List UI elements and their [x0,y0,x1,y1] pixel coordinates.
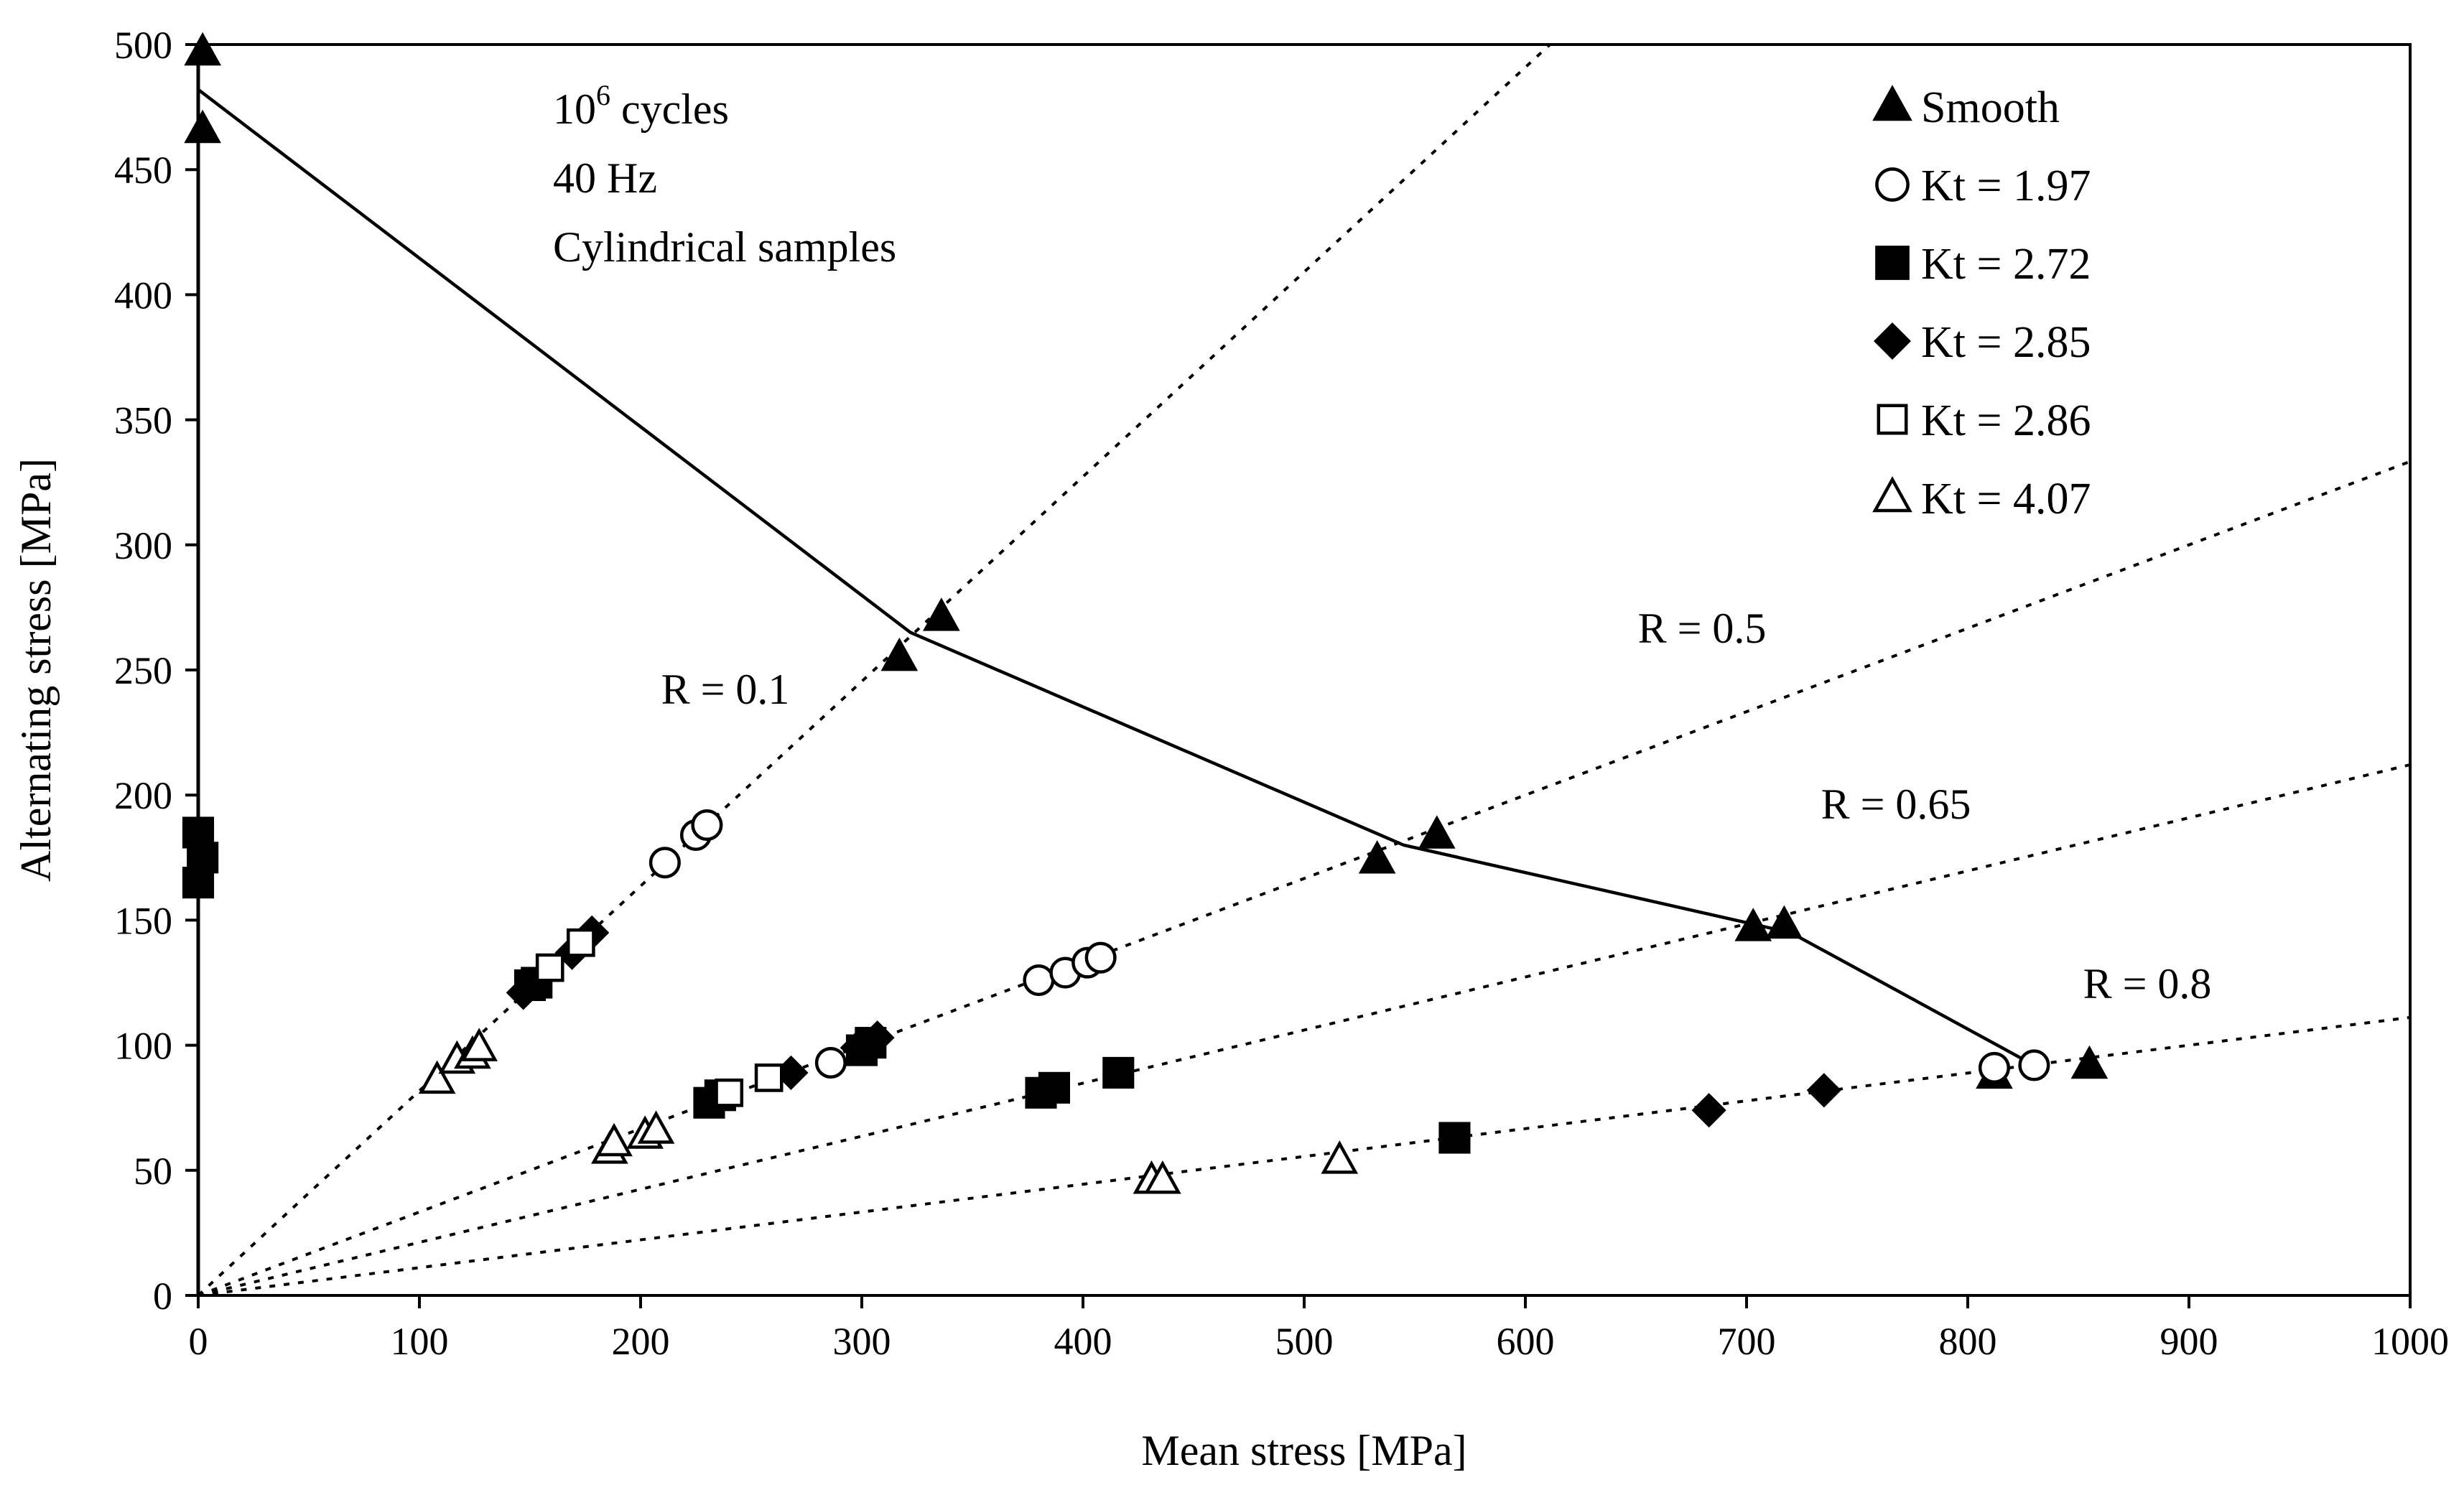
y-tick-label: 400 [114,274,172,317]
legend-marker-kt-1-97 [1875,167,1910,202]
reference-label-r-0-1: R = 0.1 [661,666,790,713]
y-axis-label: Alternating stress [MPa] [12,458,60,882]
legend-label-kt-2-72: Kt = 2.72 [1921,240,2091,289]
reference-line-r-0-5 [197,460,2411,1297]
legend-marker-smooth [1872,85,1912,121]
point-smooth [1358,840,1396,874]
legend-label-kt-4-07: Kt = 4.07 [1921,475,2091,523]
point-kt-2-85 [860,1020,895,1056]
reference-label-r-0-65: R = 0.65 [1821,781,1971,828]
point-kt-2-85 [1806,1073,1841,1108]
point-kt-4-07 [595,1122,633,1157]
x-axis-label: Mean stress [MPa] [1141,1427,1466,1474]
y-tick-label: 50 [134,1150,172,1193]
reference-line-labels: R = 0.1 R = 0.5 R = 0.65 R = 0.8 [661,605,2212,1007]
annotation-cycles-base: 10 [553,85,596,133]
legend-marker-kt-2-72 [1875,246,1910,280]
reference-label-r-0-8: R = 0.8 [2083,960,2212,1007]
point-smooth [923,597,960,631]
point-kt-1-97 [2018,1049,2050,1081]
point-kt-4-07 [637,1110,675,1144]
point-kt-2-72 [1038,1071,1071,1104]
legend-marker-kt-4-07 [1872,476,1912,513]
point-smooth [1765,905,1803,939]
fit-line-group [197,88,2035,1067]
point-smooth [184,109,221,144]
point-kt-2-86 [566,928,595,957]
point-kt-2-86 [715,1078,744,1107]
legend-label-kt-1-97: Kt = 1.97 [1921,162,2091,210]
y-tick-label: 300 [114,524,172,567]
x-tick-label: 800 [1939,1320,1997,1363]
point-kt-2-72 [1438,1122,1471,1154]
point-kt-4-07 [460,1028,498,1061]
legend: Smooth Kt = 1.97 Kt = 2.72 Kt = 2.85 Kt = 2.… [1872,83,2091,523]
point-kt-2-85 [506,975,541,1010]
x-tick-label: 1000 [2371,1320,2449,1363]
legend-label-kt-2-85: Kt = 2.85 [1921,318,2091,367]
data-points [182,32,2109,1194]
reference-label-r-0-5: R = 0.5 [1638,605,1767,652]
x-tick-label: 500 [1275,1320,1334,1363]
x-axis-ticks: 0 100 200 300 400 500 600 700 800 900 1000 [189,1295,2449,1363]
point-kt-1-97 [1978,1051,2011,1084]
annotation-frequency: 40 Hz [553,154,657,202]
point-kt-1-97 [691,809,723,842]
point-kt-2-85 [1691,1093,1726,1128]
y-tick-label: 100 [114,1025,172,1068]
y-axis-ticks: 0 50 100 150 200 250 300 350 400 450 500 [114,24,198,1318]
annotation-cycles: 106 cycles [553,79,729,133]
x-tick-label: 600 [1497,1320,1555,1363]
legend-label-smooth: Smooth [1921,83,2060,132]
point-kt-2-86 [754,1063,784,1092]
point-smooth [1734,908,1772,941]
y-tick-label: 350 [114,399,172,442]
x-tick-label: 200 [612,1320,670,1363]
smooth-fit-line [197,88,2035,1067]
point-smooth [2070,1045,2109,1079]
point-kt-1-97 [1023,964,1055,997]
point-kt-1-97 [814,1046,847,1079]
y-tick-label: 500 [114,24,172,67]
y-tick-label: 150 [114,899,172,942]
x-tick-label: 300 [833,1320,891,1363]
point-smooth [1418,815,1456,849]
point-kt-4-07 [418,1060,456,1094]
point-smooth [184,32,221,66]
y-tick-label: 250 [114,649,172,692]
series-kt-4-07 [418,1028,1359,1194]
point-kt-1-97 [1084,941,1117,974]
series-smooth [184,32,2109,1089]
point-kt-4-07 [1144,1160,1181,1194]
reference-line-r-0-65 [197,763,2411,1297]
y-tick-label: 450 [114,149,172,192]
x-tick-label: 0 [189,1320,208,1363]
point-smooth [880,637,919,671]
annotation-cycles-unit: cycles [610,85,729,133]
y-tick-label: 0 [153,1275,172,1318]
annotation-cycles-exponent: 6 [596,79,610,111]
legend-label-kt-2-86: Kt = 2.86 [1921,396,2091,445]
point-kt-2-72 [187,842,219,874]
x-tick-label: 900 [2160,1320,2218,1363]
legend-marker-kt-2-86 [1877,404,1908,435]
x-tick-label: 400 [1054,1320,1112,1363]
point-kt-2-86 [535,953,564,982]
point-kt-4-07 [1321,1140,1359,1174]
x-tick-label: 100 [391,1320,449,1363]
x-tick-label: 700 [1718,1320,1776,1363]
y-tick-label: 200 [114,774,172,817]
test-conditions-annotation: 106 cycles 40 Hz Cylindrical samples [553,79,896,271]
point-kt-1-97 [648,847,681,879]
series-kt-2-86 [535,928,784,1107]
legend-marker-kt-2-85 [1874,322,1911,360]
series-kt-1-97 [648,809,2050,1084]
point-kt-2-72 [1102,1056,1135,1089]
annotation-samples: Cylindrical samples [553,223,896,271]
